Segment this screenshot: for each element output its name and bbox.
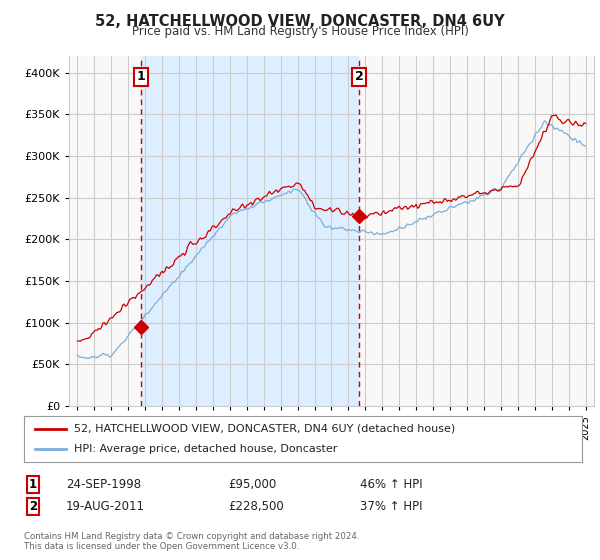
Text: £228,500: £228,500 bbox=[228, 500, 284, 514]
Text: 46% ↑ HPI: 46% ↑ HPI bbox=[360, 478, 422, 491]
Text: 52, HATCHELLWOOD VIEW, DONCASTER, DN4 6UY: 52, HATCHELLWOOD VIEW, DONCASTER, DN4 6U… bbox=[95, 14, 505, 29]
Text: 37% ↑ HPI: 37% ↑ HPI bbox=[360, 500, 422, 514]
Text: £95,000: £95,000 bbox=[228, 478, 276, 491]
Text: 1: 1 bbox=[136, 71, 145, 83]
Text: Price paid vs. HM Land Registry's House Price Index (HPI): Price paid vs. HM Land Registry's House … bbox=[131, 25, 469, 38]
Text: HPI: Average price, detached house, Doncaster: HPI: Average price, detached house, Donc… bbox=[74, 444, 338, 454]
Text: Contains HM Land Registry data © Crown copyright and database right 2024.
This d: Contains HM Land Registry data © Crown c… bbox=[24, 532, 359, 552]
Text: 24-SEP-1998: 24-SEP-1998 bbox=[66, 478, 141, 491]
Text: 2: 2 bbox=[29, 500, 37, 514]
Text: 2: 2 bbox=[355, 71, 364, 83]
Bar bbox=[140, 56, 359, 406]
Text: 19-AUG-2011: 19-AUG-2011 bbox=[66, 500, 145, 514]
Text: 52, HATCHELLWOOD VIEW, DONCASTER, DN4 6UY (detached house): 52, HATCHELLWOOD VIEW, DONCASTER, DN4 6U… bbox=[74, 424, 455, 434]
Text: 1: 1 bbox=[29, 478, 37, 491]
